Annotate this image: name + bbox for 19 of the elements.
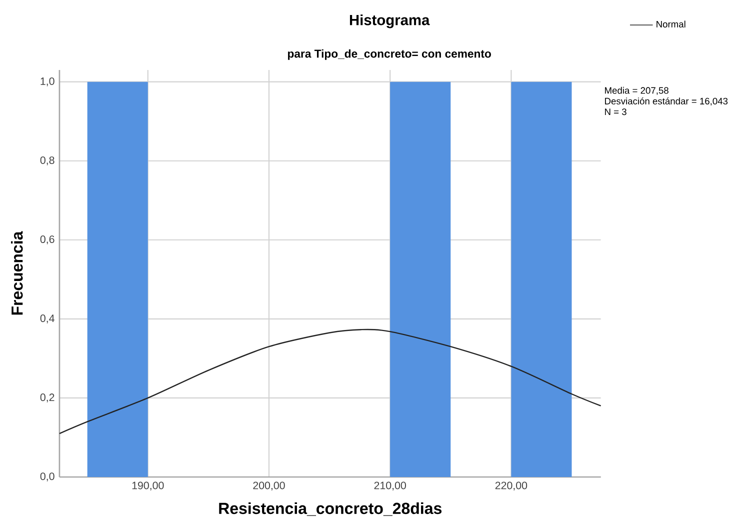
text: Desviación estándar = 16,043	[605, 97, 728, 106]
y-tick-label: 0,0	[40, 472, 54, 482]
legend-label: Normal	[656, 20, 686, 28]
x-tick-label: 200,00	[253, 482, 285, 491]
x-tick-label: 210,00	[374, 482, 406, 491]
chart-subtitle: para Tipo_de_concreto= con cemento	[288, 49, 491, 60]
x-axis-title: Resistencia_concreto_28dias	[219, 502, 442, 516]
y-tick-label: 1,0	[40, 77, 54, 86]
x-tick-label: 190,00	[132, 482, 164, 491]
y-tick-label: 0,2	[40, 394, 54, 402]
y-axis-title: Frecuencia	[11, 231, 23, 315]
y-tick-label: 0,8	[40, 156, 54, 166]
text: Media = 207,58	[605, 86, 668, 95]
y-tick-label: 0,6	[40, 236, 54, 244]
y-tick-label: 0,4	[40, 314, 54, 324]
x-tick-label: 220,00	[495, 482, 528, 491]
chart-title: Histograma	[350, 14, 430, 28]
line-series	[58, 328, 602, 434]
text: N = 3	[605, 108, 626, 116]
